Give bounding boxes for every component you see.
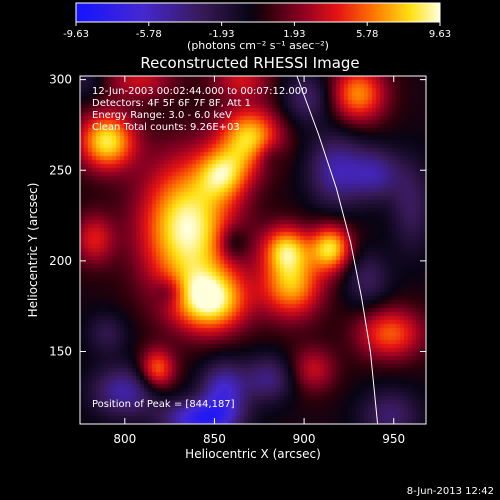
y-axis-label: Heliocentric Y (arcsec) (26, 183, 40, 318)
y-tick-label: 300 (49, 73, 72, 87)
colorbar-unit-label: (photons cm⁻² s⁻¹ asec⁻²) (187, 39, 329, 52)
colorbar-tick-label: -5.78 (136, 29, 162, 40)
annotation-line: Energy Range: 3.0 - 6.0 keV (92, 110, 232, 121)
solar-limb-curve (296, 75, 379, 425)
colorbar: -9.63 -5.78 -1.93 1.93 5.78 9.63 (photons cm⁻… (63, 2, 451, 52)
x-tick-label: 800 (113, 432, 136, 446)
y-tick-label: 250 (49, 163, 72, 177)
annotation-line: Detectors: 4F 5F 6F 7F 8F, Att 1 (92, 98, 251, 109)
plot-frame (79, 75, 427, 425)
y-tick-label: 200 (49, 254, 72, 268)
x-axis-label: Heliocentric X (arcsec) (185, 447, 321, 461)
colorbar-tick-label: 1.93 (283, 29, 305, 40)
reconstructed-image (80, 76, 426, 424)
colorbar-ticks: -9.63 -5.78 -1.93 1.93 5.78 9.63 (63, 22, 451, 40)
chart-title: Reconstructed RHESSI Image (140, 54, 359, 72)
annotation-line: Clean Total counts: 9.26E+03 (92, 122, 240, 133)
peak-position-label: Position of Peak = [844,187] (92, 399, 235, 410)
image-annotations: 12-Jun-2003 00:02:44.000 to 00:07:12.000… (92, 86, 308, 133)
x-axis-ticks: 800 850 900 950 (113, 76, 405, 446)
y-tick-label: 150 (49, 345, 72, 359)
x-tick-label: 950 (382, 432, 405, 446)
colorbar-gradient (76, 3, 440, 22)
colorbar-tick-label: -1.93 (209, 29, 235, 40)
y-axis-ticks: 150 200 250 300 (49, 73, 426, 359)
x-tick-label: 900 (293, 432, 316, 446)
colorbar-tick-label: -9.63 (63, 29, 89, 40)
timestamp: 8-Jun-2013 12:42 (407, 486, 494, 497)
x-tick-label: 850 (203, 432, 226, 446)
colorbar-tick-label: 5.78 (356, 29, 378, 40)
annotation-line: 12-Jun-2003 00:02:44.000 to 00:07:12.000 (92, 86, 308, 97)
colorbar-tick-label: 9.63 (429, 29, 451, 40)
